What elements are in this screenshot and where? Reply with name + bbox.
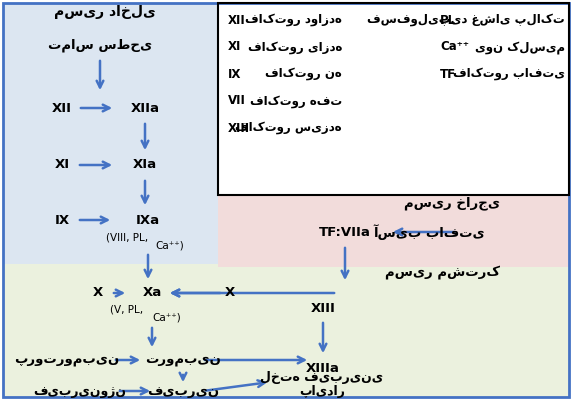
Text: ترومبین: ترومبین <box>145 354 221 366</box>
Text: X: X <box>93 286 103 300</box>
Text: XII: XII <box>52 102 72 114</box>
Text: فسفولیپید غشای پلاکت: فسفولیپید غشای پلاکت <box>367 14 565 26</box>
Text: پروترومبین: پروترومبین <box>14 354 120 366</box>
Text: یون کلسیم: یون کلسیم <box>475 40 565 54</box>
Text: Ca⁺⁺): Ca⁺⁺) <box>155 241 184 251</box>
Text: فیبرین: فیبرین <box>147 384 219 398</box>
Text: XI: XI <box>54 158 70 172</box>
Text: فاکتور یازده: فاکتور یازده <box>248 40 342 54</box>
Text: IX: IX <box>54 214 70 226</box>
Text: XIII: XIII <box>228 122 250 134</box>
Text: Ca⁺⁺: Ca⁺⁺ <box>440 40 469 54</box>
Text: Ca⁺⁺): Ca⁺⁺) <box>152 312 181 322</box>
Text: XIIIa: XIIIa <box>306 362 340 374</box>
Text: فاکتور هفت: فاکتور هفت <box>250 94 342 108</box>
Text: لخته فیبرینی: لخته فیبرینی <box>260 372 384 384</box>
Text: مسیر داخلی: مسیر داخلی <box>54 5 156 19</box>
Text: فاکتور دوازده: فاکتور دوازده <box>245 14 342 26</box>
Text: XIII: XIII <box>311 302 335 314</box>
Bar <box>3 264 569 397</box>
Text: XII: XII <box>228 14 246 26</box>
Text: XIIa: XIIa <box>130 102 160 114</box>
Text: تماس سطحی: تماس سطحی <box>48 38 152 52</box>
Text: XIa: XIa <box>133 158 157 172</box>
Text: VII: VII <box>228 94 246 108</box>
Text: مسیر مشترک: مسیر مشترک <box>385 265 500 279</box>
Text: IXa: IXa <box>136 214 160 226</box>
Bar <box>218 195 569 267</box>
Text: PL: PL <box>440 14 456 26</box>
Text: XI: XI <box>228 40 241 54</box>
Text: (V, PL,: (V, PL, <box>110 304 144 314</box>
Text: مسیر خارجی: مسیر خارجی <box>404 196 500 210</box>
Text: پایدار: پایدار <box>299 384 345 398</box>
Bar <box>218 3 569 195</box>
Bar <box>218 3 569 195</box>
Text: فاکتور بافتی: فاکتور بافتی <box>453 68 565 80</box>
Text: آسیب بافتی: آسیب بافتی <box>374 224 485 240</box>
Text: TF: TF <box>440 68 456 80</box>
Text: فاکتور نه: فاکتور نه <box>265 68 342 80</box>
Text: (VIII, PL,: (VIII, PL, <box>106 233 148 243</box>
Text: TF:VIIa: TF:VIIa <box>319 226 371 238</box>
Text: Xa: Xa <box>142 286 162 300</box>
Text: X: X <box>225 286 235 300</box>
Text: فیبرینوژن: فیبرینوژن <box>34 384 126 398</box>
Text: فاکتور سیزده: فاکتور سیزده <box>235 122 342 134</box>
Text: IX: IX <box>228 68 241 80</box>
